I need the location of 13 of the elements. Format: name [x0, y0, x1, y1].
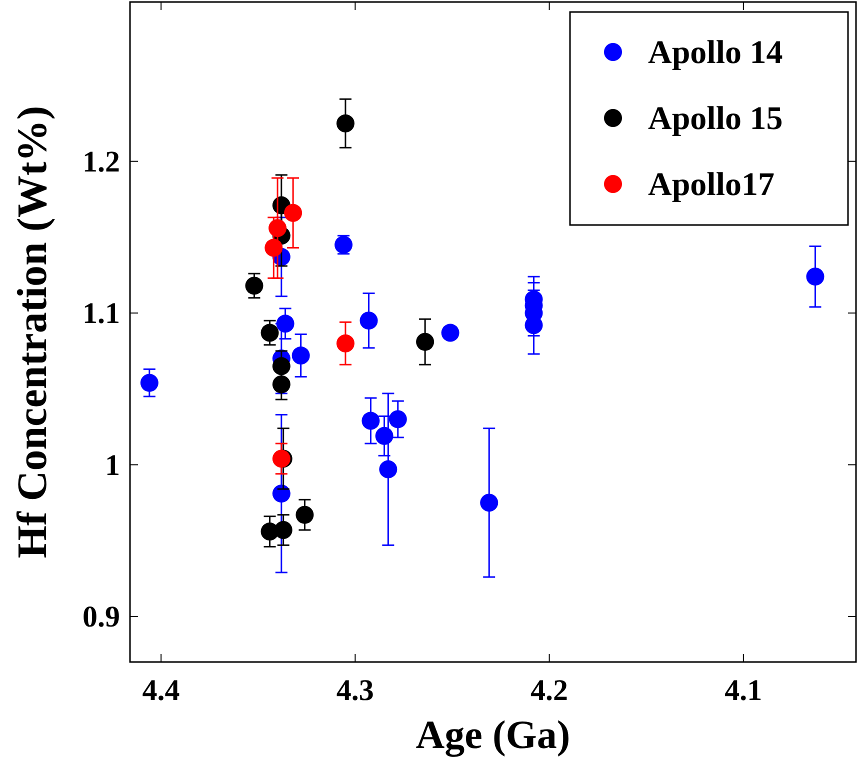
x-tick-label: 4.3 — [336, 674, 374, 707]
y-tick-label: 0.9 — [82, 600, 120, 634]
y-tick-label: 1.2 — [82, 145, 120, 178]
x-tick-label: 4.1 — [724, 674, 762, 707]
x-tick-label: 4.2 — [530, 674, 568, 707]
y-tick-label: 1 — [105, 448, 120, 482]
legend-label: Apollo17 — [648, 167, 775, 203]
x-tick-label: 4.4 — [142, 674, 180, 707]
x-axis-title: Age (Ga) — [416, 712, 570, 757]
legend-label: Apollo 15 — [648, 101, 783, 137]
y-tick-label: 1.1 — [82, 297, 120, 330]
legend-label: Apollo 14 — [648, 35, 783, 71]
y-axis-title: Hf Concentration (Wt%) — [10, 106, 56, 558]
